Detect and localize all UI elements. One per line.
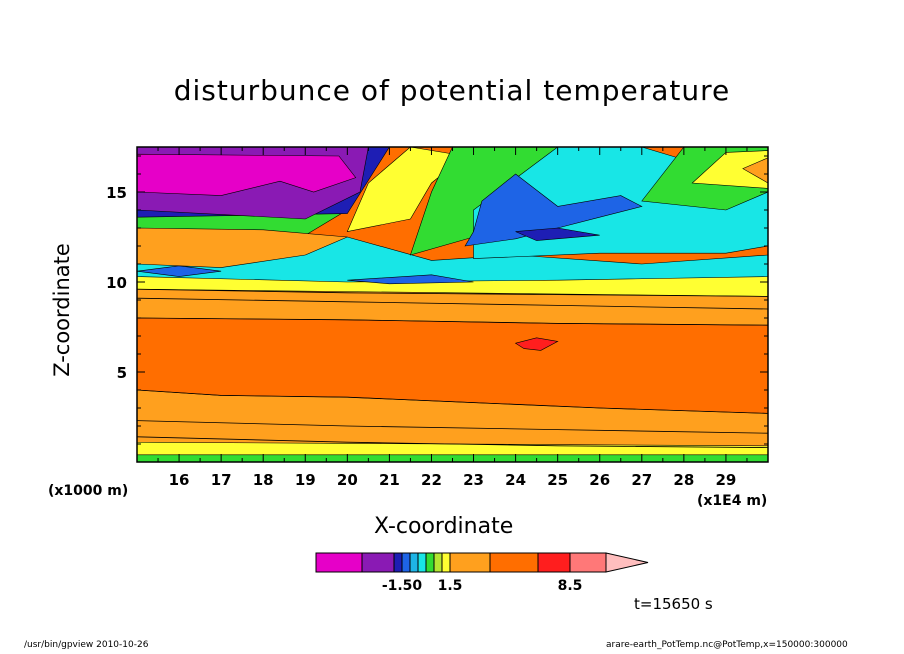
x-tick-label: 24 (505, 471, 526, 489)
colorbar-swatch (315, 552, 363, 573)
colorbar-arrow (605, 552, 649, 573)
y-tick-label: 15 (106, 184, 127, 202)
contour-region-7 (137, 265, 222, 277)
y-axis: 5 10 15 (106, 155, 768, 445)
contour-region-18 (742, 157, 768, 184)
colorbar-swatch (401, 552, 411, 573)
contour-line-4 (137, 297, 768, 310)
contour-line-2 (137, 389, 768, 414)
colorbar-swatch (433, 552, 443, 573)
x-tick-label: 27 (631, 471, 652, 489)
time-label: t=15650 s (634, 595, 713, 613)
y-tick-label: 5 (117, 364, 127, 382)
y-axis-label: Z-coordinate (50, 243, 74, 377)
x-tick-label: 26 (589, 471, 610, 489)
contour-line-group (137, 288, 768, 448)
x-scale-note: (x1E4 m) (697, 493, 768, 509)
contour-region-17 (691, 150, 768, 189)
colorbar-swatch (361, 552, 395, 573)
colorbar-swatch (569, 552, 607, 573)
x-unit-note: (x1000 m) (48, 483, 129, 499)
x-tick-label: 20 (337, 471, 358, 489)
contour-region-10 (137, 227, 348, 268)
x-axis-label: X-coordinate (374, 514, 514, 539)
x-tick-label: 17 (211, 471, 232, 489)
contour-region-8 (347, 274, 474, 285)
colorbar-swatch (537, 552, 571, 573)
colorbar-label: 8.5 (558, 578, 583, 594)
chart-title: disturbunce of potential temperature (173, 74, 731, 107)
x-tick-label: 28 (673, 471, 694, 489)
x-tick-label: 18 (253, 471, 274, 489)
colorbar-swatch (409, 552, 419, 573)
contour-fill-group (137, 147, 768, 462)
contour-line-0 (137, 436, 768, 448)
colorbar-swatch (449, 552, 491, 573)
footer-left: /usr/bin/gpview 2010-10-26 (24, 640, 149, 650)
colorbar-swatch (393, 552, 403, 573)
colorbar-swatch (441, 552, 451, 573)
contour-line-1 (137, 420, 768, 434)
contour-line-3 (137, 317, 768, 326)
contour-region-15 (515, 227, 600, 241)
x-tick-label: 19 (295, 471, 316, 489)
footer-right: arare-earth_PotTemp.nc@PotTemp,x=150000:… (606, 640, 848, 650)
colorbar-label: -1.50 (382, 578, 423, 594)
x-tick-label: 22 (421, 471, 442, 489)
colorbar-swatch (417, 552, 427, 573)
colorbar-swatch (425, 552, 435, 573)
x-tick-label: 16 (169, 471, 190, 489)
contour-region-21 (137, 153, 357, 196)
colorbar-swatch (489, 552, 539, 573)
y-tick-label: 10 (106, 274, 127, 292)
x-tick-label: 29 (715, 471, 736, 489)
x-tick-label: 25 (547, 471, 568, 489)
x-tick-label: 23 (463, 471, 484, 489)
colorbar-label: 1.5 (438, 578, 463, 594)
x-axis: 16 17 18 19 20 21 22 23 24 25 26 27 28 29 (136, 147, 769, 489)
colorbar: -1.50 1.5 8.5 (315, 552, 649, 594)
contour-region-4 (514, 337, 559, 351)
contour-line-5 (137, 288, 768, 297)
x-tick-label: 21 (379, 471, 400, 489)
